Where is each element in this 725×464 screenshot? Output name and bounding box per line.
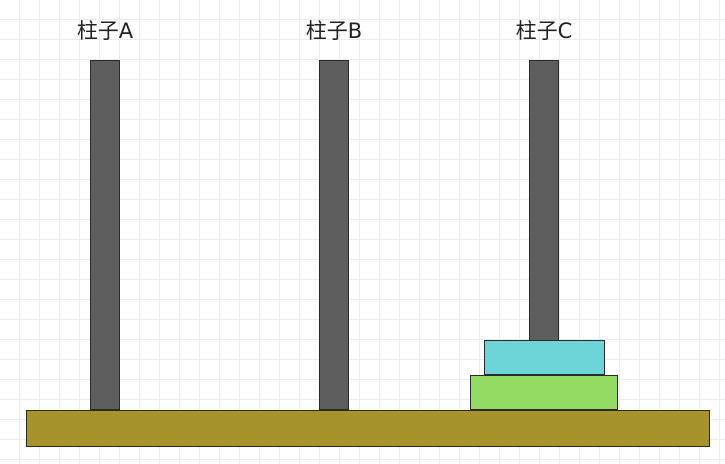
peg-a-label: 柱子A [76, 19, 134, 43]
disk-large [470, 375, 618, 410]
peg-b [319, 60, 349, 410]
peg-b-label: 柱子B [305, 19, 363, 43]
peg-c-label: 柱子C [515, 19, 573, 43]
disk-small [484, 340, 605, 375]
base-platform [26, 410, 710, 447]
peg-a [90, 60, 120, 410]
